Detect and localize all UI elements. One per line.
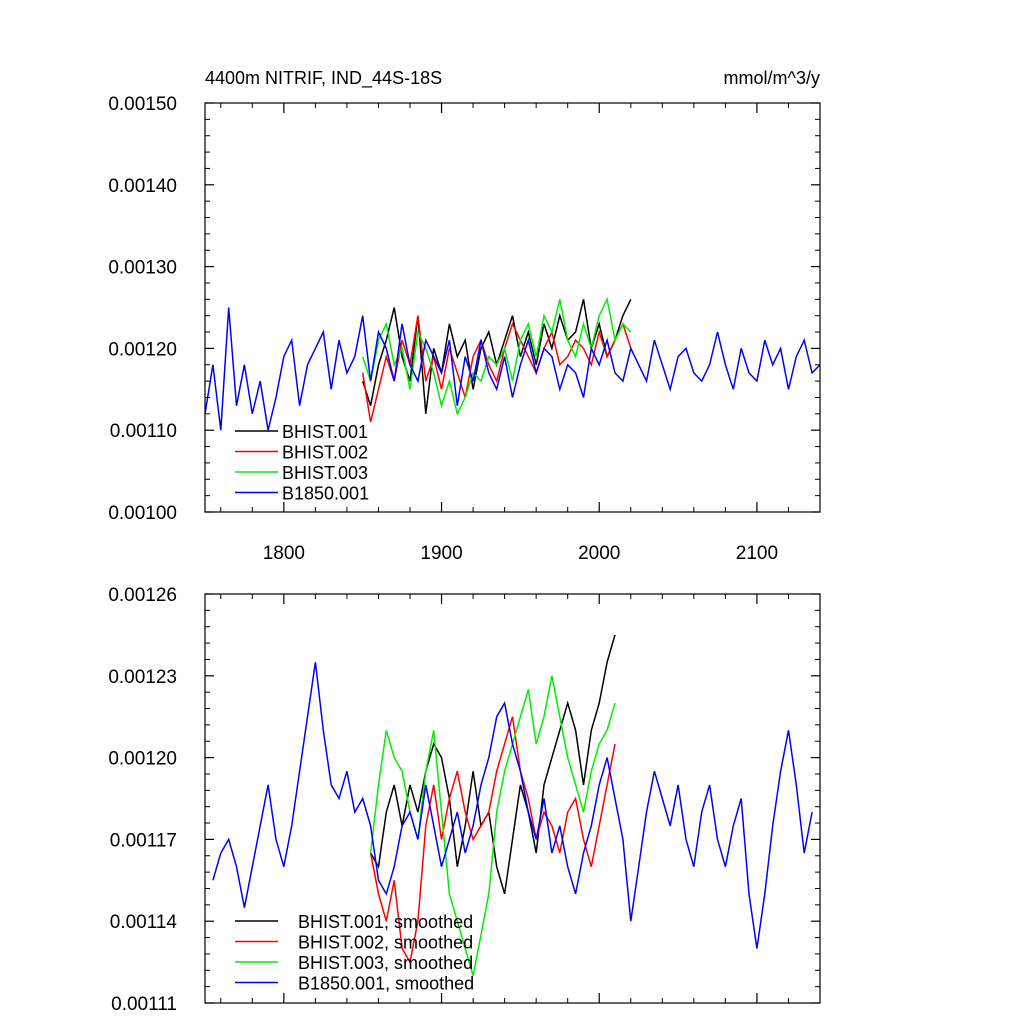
bottom-legend-label: BHIST.001, smoothed (298, 912, 473, 932)
bottom-legend-label: BHIST.003, smoothed (298, 953, 473, 973)
bottom-y-tick-label: 0.00123 (108, 667, 177, 688)
top-y-tick-label: 0.00140 (108, 176, 177, 197)
top-chart-panel: 4400m NITRIF, IND_44S-18S mmol/m^3/y 0.0… (108, 68, 821, 564)
top-y-tick-label: 0.00110 (110, 421, 177, 442)
bottom-chart-panel: 0.00111 0.00114 0.00117 0.00120 0.00123 0.001… (108, 585, 821, 1015)
top-series-group (204, 296, 821, 431)
top-x-tick-label: 1800 (263, 543, 305, 564)
bottom-series-line-1 (369, 634, 616, 895)
top-series-line-4 (204, 307, 821, 431)
top-y-tick-label: 0.00100 (108, 503, 177, 524)
bottom-y-tick-label: 0.00111 (111, 994, 177, 1015)
bottom-y-tick-label: 0.00114 (110, 912, 178, 933)
top-plot-frame (204, 102, 821, 513)
top-chart-units: mmol/m^3/y (724, 68, 820, 88)
bottom-y-tick-label: 0.00120 (108, 749, 177, 770)
top-y-tick-label: 0.00130 (108, 258, 177, 279)
top-legend-label: BHIST.002 (282, 443, 368, 463)
bottom-legend-label: BHIST.002, smoothed (298, 933, 473, 953)
bottom-series-line-4 (212, 662, 813, 949)
top-chart-title: 4400m NITRIF, IND_44S-18S (205, 68, 442, 89)
top-y-tick-label: 0.00150 (108, 94, 177, 115)
bottom-y-tick-label: 0.00126 (108, 585, 177, 606)
top-legend-label: BHIST.003 (282, 463, 368, 483)
bottom-y-tick-label: 0.00117 (110, 830, 177, 851)
top-y-tick-label: 0.00120 (108, 339, 177, 360)
top-legend-label: BHIST.001 (282, 422, 368, 442)
top-legend-label: B1850.001 (282, 484, 369, 504)
top-series-line-2 (361, 315, 632, 423)
bottom-series-group (212, 634, 813, 976)
top-x-tick-label: 2100 (736, 543, 778, 564)
top-x-tick-label: 1900 (420, 543, 462, 564)
top-x-tick-label: 2000 (578, 543, 620, 564)
bottom-axes: 0.00111 0.00114 0.00117 0.00120 0.00123 0.001… (108, 585, 821, 1015)
top-axes: 0.00100 0.00110 0.00120 0.00130 0.00140 0.001… (108, 94, 821, 564)
bottom-plot-frame (204, 593, 821, 1004)
top-series-line-3 (361, 296, 632, 417)
bottom-series-line-2 (369, 716, 616, 965)
bottom-legend-label: B1850.001, smoothed (298, 974, 474, 994)
